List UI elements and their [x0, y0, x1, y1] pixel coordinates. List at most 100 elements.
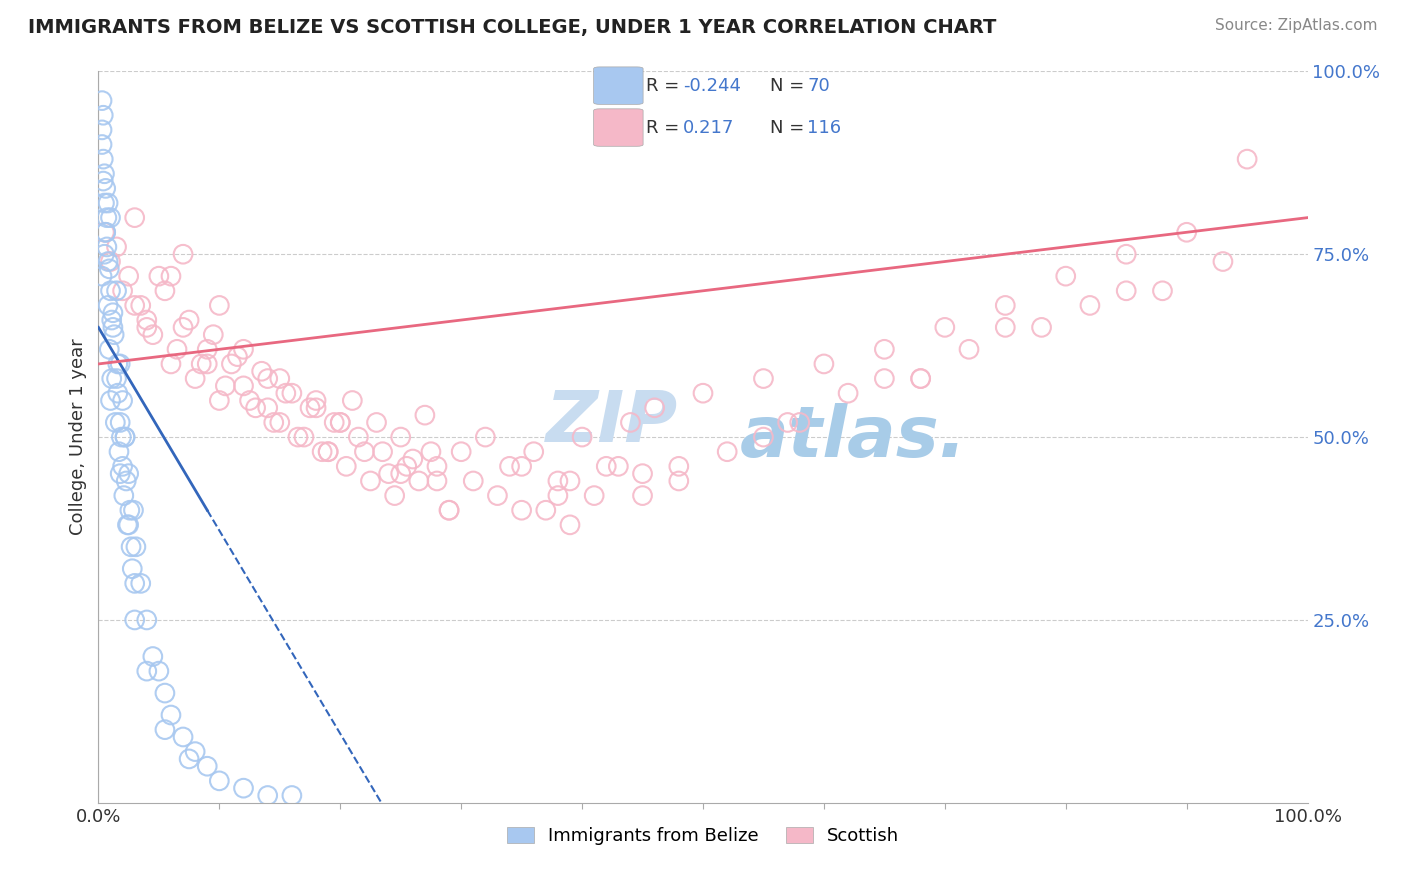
Point	[101, 320, 124, 334]
Point	[105, 371, 128, 385]
Point	[571, 430, 593, 444]
Point	[105, 240, 128, 254]
Point	[97, 298, 120, 312]
Point	[135, 313, 157, 327]
Point	[184, 371, 207, 385]
Point	[837, 386, 859, 401]
Point	[172, 320, 194, 334]
Point	[124, 298, 146, 312]
Point	[208, 298, 231, 312]
Point	[94, 181, 117, 195]
Point	[100, 211, 122, 225]
Point	[100, 393, 122, 408]
Point	[274, 386, 297, 401]
Point	[281, 789, 304, 803]
Point	[96, 240, 118, 254]
Point	[619, 416, 641, 430]
Point	[179, 752, 201, 766]
Point	[1031, 320, 1053, 334]
Point	[299, 401, 322, 415]
Point	[100, 313, 122, 327]
Point	[124, 613, 146, 627]
Point	[934, 320, 956, 334]
Text: Source: ZipAtlas.com: Source: ZipAtlas.com	[1215, 18, 1378, 33]
Point	[91, 174, 114, 188]
Point	[631, 489, 654, 503]
Point	[329, 416, 352, 430]
Point	[371, 444, 394, 458]
Text: atlas.: atlas.	[740, 402, 966, 472]
Point	[994, 298, 1017, 312]
Point	[115, 474, 138, 488]
Point	[692, 386, 714, 401]
FancyBboxPatch shape	[593, 67, 643, 104]
Point	[305, 401, 328, 415]
Point	[226, 350, 249, 364]
Text: R =: R =	[647, 119, 685, 136]
Point	[91, 269, 114, 284]
Point	[184, 745, 207, 759]
Point	[121, 562, 143, 576]
Point	[142, 327, 165, 342]
Point	[408, 474, 430, 488]
Point	[384, 489, 406, 503]
Point	[256, 401, 278, 415]
Point	[292, 430, 315, 444]
Point	[118, 517, 141, 532]
Point	[311, 444, 333, 458]
Point	[208, 393, 231, 408]
Point	[100, 254, 122, 268]
Point	[91, 137, 114, 152]
Point	[1115, 284, 1137, 298]
Point	[498, 459, 520, 474]
Point	[148, 664, 170, 678]
Point	[91, 123, 114, 137]
Point	[153, 284, 176, 298]
Point	[232, 343, 254, 357]
Point	[873, 371, 896, 385]
Point	[97, 196, 120, 211]
Point	[129, 298, 152, 312]
Y-axis label: College, Under 1 year: College, Under 1 year	[69, 339, 87, 535]
Text: 70: 70	[807, 77, 830, 95]
Point	[114, 430, 136, 444]
Point	[353, 444, 375, 458]
Point	[142, 649, 165, 664]
Point	[873, 343, 896, 357]
Point	[120, 540, 142, 554]
Point	[172, 247, 194, 261]
Text: N =: N =	[770, 77, 810, 95]
Point	[97, 254, 120, 268]
Point	[329, 416, 352, 430]
Point	[420, 444, 443, 458]
Point	[437, 503, 460, 517]
Point	[160, 357, 183, 371]
Point	[202, 327, 225, 342]
Point	[195, 759, 218, 773]
Point	[103, 327, 125, 342]
Point	[1115, 247, 1137, 261]
Text: N =: N =	[770, 119, 810, 136]
Point	[93, 196, 115, 211]
Point	[1236, 152, 1258, 166]
Point	[94, 225, 117, 239]
Point	[269, 416, 291, 430]
Point	[1175, 225, 1198, 239]
Point	[112, 489, 135, 503]
Point	[125, 540, 148, 554]
Point	[607, 459, 630, 474]
Point	[98, 343, 121, 357]
Point	[413, 408, 436, 422]
Point	[232, 379, 254, 393]
Point	[101, 306, 124, 320]
Point	[100, 371, 122, 385]
Point	[107, 386, 129, 401]
Point	[716, 444, 738, 458]
Point	[389, 467, 412, 481]
Point	[437, 503, 460, 517]
Point	[166, 343, 188, 357]
Point	[752, 430, 775, 444]
Point	[547, 489, 569, 503]
Text: ZIP: ZIP	[546, 388, 678, 457]
Point	[118, 467, 141, 481]
